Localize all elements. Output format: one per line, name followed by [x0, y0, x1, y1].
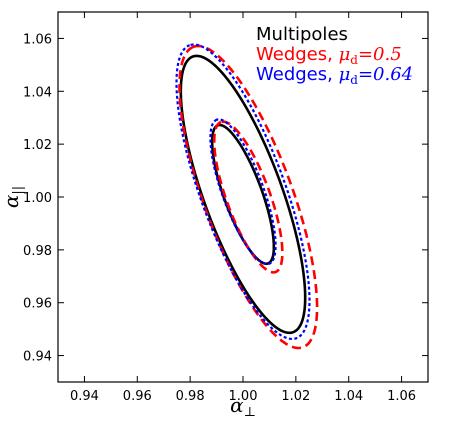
y-tick-label: 1.06	[23, 32, 52, 47]
y-tick-label: 1.02	[23, 138, 52, 153]
contour-dashed-outer	[178, 44, 319, 350]
contour-dotted-outer	[175, 43, 311, 341]
y-tick-label: 0.98	[23, 244, 52, 259]
y-tick-label: 0.96	[23, 297, 52, 312]
legend: Multipoles Wedges, μd=0.5 Wedges, μd=0.6…	[256, 24, 413, 87]
y-axis-label: α||	[0, 186, 26, 208]
x-tick-label: 1.00	[229, 389, 258, 404]
contour-dotted-inner	[209, 118, 277, 266]
contour-solid-outer	[179, 54, 307, 335]
tick-group: 0.94 0.96 0.98 1.00 1.02 1.04 1.06 0.94 0.96 0.98…	[23, 12, 428, 404]
legend-entry-wedges-0.64: Wedges, μd=0.64	[256, 64, 413, 87]
x-tick-label: 1.06	[387, 389, 416, 404]
x-axis-label: α⊥	[230, 393, 256, 420]
y-tick-label: 0.94	[23, 350, 52, 365]
y-tick-label: 1.00	[23, 191, 52, 206]
contour-group	[175, 43, 319, 350]
x-tick-label: 1.04	[334, 389, 363, 404]
x-tick-label: 0.94	[70, 389, 99, 404]
x-tick-label: 0.96	[123, 389, 152, 404]
contour-solid-inner	[210, 123, 276, 266]
legend-entry-multipoles: Multipoles	[256, 24, 348, 45]
x-tick-label: 1.02	[281, 389, 310, 404]
contour-dashed-inner	[212, 120, 284, 274]
y-tick-label: 1.04	[23, 85, 52, 100]
x-tick-label: 0.98	[176, 389, 205, 404]
legend-entry-wedges-0.5: Wedges, μd=0.5	[256, 44, 402, 67]
